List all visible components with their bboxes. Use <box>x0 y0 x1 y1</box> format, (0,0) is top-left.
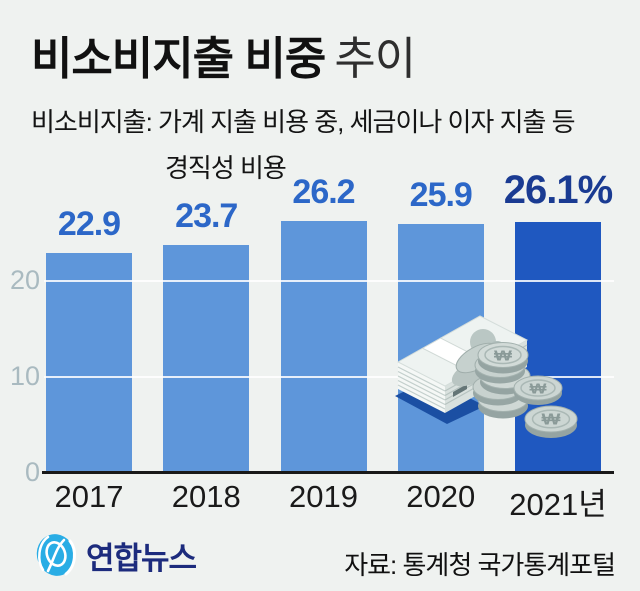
money-illustration-icon: ₩ ₩ ₩ <box>395 315 578 438</box>
subtitle-line-2: 경직성 비용 <box>165 153 287 183</box>
gridline <box>44 376 614 378</box>
title-bold: 비소비지출 비중 <box>31 33 326 84</box>
yonhap-swirl-icon <box>36 534 76 576</box>
x-axis-label: 2017 <box>54 479 124 514</box>
svg-text:₩: ₩ <box>530 381 548 397</box>
logo-text: 연합뉴스 <box>86 540 197 576</box>
bar-value-label: 26.1% <box>503 168 613 212</box>
subtitle-line-1: 비소비지출: 가계 지출 비용 중, 세금이나 이자 지출 등 <box>31 107 576 137</box>
source-credit: 자료: 통계청 국가통계포털 <box>344 550 616 580</box>
won-coin-icon: ₩ <box>513 375 563 405</box>
title-light: 추이 <box>334 33 416 84</box>
bar-2017 <box>46 253 132 473</box>
x-axis-label: 2018 <box>171 479 241 514</box>
svg-text:₩: ₩ <box>494 346 513 364</box>
y-axis-tick: 10 <box>9 361 40 391</box>
chart-subtitle: 비소비지출: 가계 지출 비용 중, 세금이나 이자 지출 등 경직성 비용 <box>31 99 576 191</box>
x-axis-label: 2019 <box>289 479 358 514</box>
page-title: 비소비지출 비중 추이 <box>31 22 416 87</box>
yonhap-logo: 연합뉴스 <box>34 531 197 579</box>
x-axis-label: 2020 <box>406 479 476 514</box>
bar-value-label: 26.2 <box>292 173 355 211</box>
bar-value-label: 25.9 <box>409 176 473 214</box>
svg-text:₩: ₩ <box>542 410 562 428</box>
won-coin-icon: ₩ <box>524 405 578 438</box>
y-axis-tick: 0 <box>24 457 40 487</box>
bar-value-label: 22.9 <box>57 205 121 243</box>
x-axis-line <box>42 471 614 474</box>
x-axis-label: 2021년 <box>509 487 607 522</box>
gridline <box>44 280 614 282</box>
y-axis-tick: 20 <box>9 265 40 295</box>
bar-2018 <box>163 245 250 473</box>
bar-2019 <box>280 221 367 473</box>
bar-value-label: 23.7 <box>175 197 238 235</box>
